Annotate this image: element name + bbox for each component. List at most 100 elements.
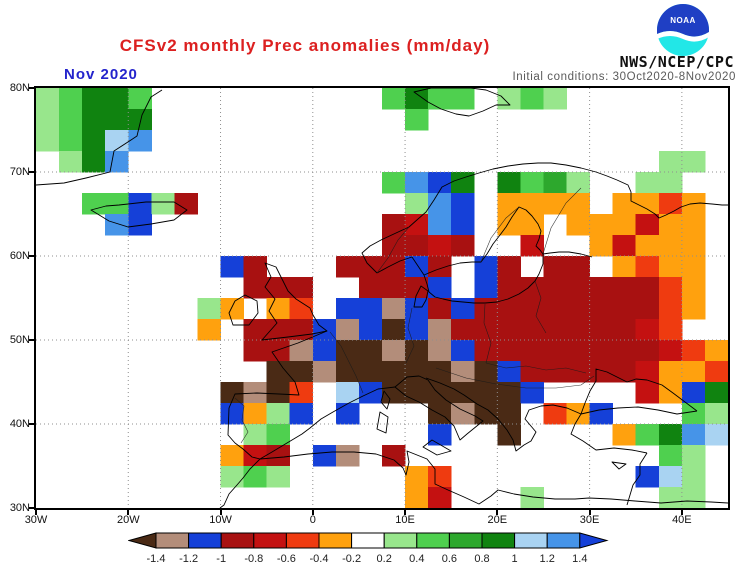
- grid-cell: [543, 172, 567, 194]
- colorbar-segment: [155, 532, 190, 549]
- grid-cell: [474, 256, 498, 278]
- grid-cell: [266, 466, 291, 488]
- grid-cell: [681, 277, 706, 299]
- grid-cell: [82, 88, 106, 110]
- grid-cell: [335, 361, 360, 383]
- grid-cell: [635, 340, 660, 362]
- colorbar-label: 0.8: [474, 553, 489, 565]
- colorbar-segment: [514, 532, 548, 549]
- grid-cell: [566, 214, 590, 236]
- grid-cell: [358, 277, 383, 299]
- x-axis-label: 0: [309, 514, 316, 526]
- colorbar-label: -1.4: [147, 553, 166, 565]
- grid-cell: [451, 214, 475, 236]
- grid-cell: [335, 340, 360, 362]
- grid-cell: [658, 361, 683, 383]
- grid-cell: [566, 340, 590, 362]
- grid-cell: [612, 340, 637, 362]
- grid-cell: [266, 382, 291, 404]
- valid-month-label: Nov 2020: [64, 66, 138, 83]
- x-axis-label: 20E: [487, 514, 508, 526]
- grid-cell: [543, 88, 567, 110]
- colorbar-label: -0.8: [244, 553, 263, 565]
- colorbar-arrow-left: [128, 532, 157, 549]
- grid-cell: [658, 235, 683, 257]
- grid-cell: [289, 319, 314, 341]
- grid-cell: [681, 403, 706, 425]
- grid-cell: [566, 319, 590, 341]
- grid-cell: [405, 109, 429, 131]
- grid-cell: [405, 277, 429, 299]
- grid-cell: [82, 130, 106, 152]
- grid-cell: [405, 319, 429, 341]
- grid-cell: [520, 235, 544, 257]
- grid-cell: [266, 277, 291, 299]
- agency-label: NWS/NCEP/CPC: [619, 53, 734, 71]
- grid-cell: [428, 382, 452, 404]
- grid-cell: [243, 277, 268, 299]
- grid-cell: [405, 256, 429, 278]
- grid-cell: [428, 340, 452, 362]
- grid-cell: [428, 298, 452, 320]
- grid-cell: [658, 340, 683, 362]
- grid-cell: [566, 298, 590, 320]
- grid-cell: [658, 256, 683, 278]
- grid-cell: [405, 466, 429, 488]
- grid-cell: [658, 151, 683, 173]
- grid-cell: [474, 340, 498, 362]
- grid-cell: [612, 235, 637, 257]
- grid-cell: [520, 382, 544, 404]
- grid-cell: [82, 193, 106, 215]
- grid-cell: [658, 319, 683, 341]
- grid-cell: [220, 382, 244, 404]
- colorbar-label: 0.2: [377, 553, 392, 565]
- grid-cell: [543, 277, 567, 299]
- anomaly-cells: [36, 88, 728, 508]
- grid-cell: [566, 277, 590, 299]
- grid-cell: [335, 382, 360, 404]
- grid-cell: [612, 298, 637, 320]
- grid-cell: [174, 193, 198, 215]
- grid-cell: [612, 277, 637, 299]
- figure-title: CFSv2 monthly Prec anomalies (mm/day): [119, 36, 491, 55]
- y-axis-label: 30N: [9, 502, 30, 514]
- grid-cell: [589, 403, 614, 425]
- grid-cell: [635, 214, 660, 236]
- grid-cell: [704, 382, 728, 404]
- y-axis-label: 60N: [9, 250, 30, 262]
- grid-cell: [220, 466, 244, 488]
- y-axis-tick: [29, 255, 34, 257]
- colorbar-label: -1: [216, 553, 226, 565]
- grid-cell: [36, 109, 60, 131]
- grid-cell: [520, 277, 544, 299]
- grid-cell: [681, 445, 706, 467]
- colorbar-label: 0.6: [442, 553, 457, 565]
- grid-cell: [612, 424, 637, 446]
- grid-cell: [520, 487, 544, 508]
- noaa-logo-text: NOAA: [670, 16, 696, 25]
- grid-cell: [520, 172, 544, 194]
- grid-cell: [566, 256, 590, 278]
- grid-cell: [335, 445, 360, 467]
- grid-cell: [704, 340, 728, 362]
- grid-cell: [658, 277, 683, 299]
- grid-cell: [635, 256, 660, 278]
- grid-cell: [382, 88, 406, 110]
- grid-cell: [589, 340, 614, 362]
- grid-cell: [405, 88, 429, 110]
- grid-cell: [520, 361, 544, 383]
- grid-cell: [451, 319, 475, 341]
- grid-cell: [405, 487, 429, 508]
- grid-cell: [382, 298, 406, 320]
- grid-cell: [82, 151, 106, 173]
- x-axis-label: 10W: [209, 514, 232, 526]
- grid-cell: [289, 298, 314, 320]
- grid-cell: [658, 214, 683, 236]
- grid-cell: [658, 487, 683, 508]
- grid-cell: [428, 193, 452, 215]
- colorbar-segment: [285, 532, 320, 549]
- grid-cell: [382, 340, 406, 362]
- colorbar-label: -0.6: [277, 553, 296, 565]
- grid-cell: [105, 151, 129, 173]
- grid-cell: [428, 235, 452, 257]
